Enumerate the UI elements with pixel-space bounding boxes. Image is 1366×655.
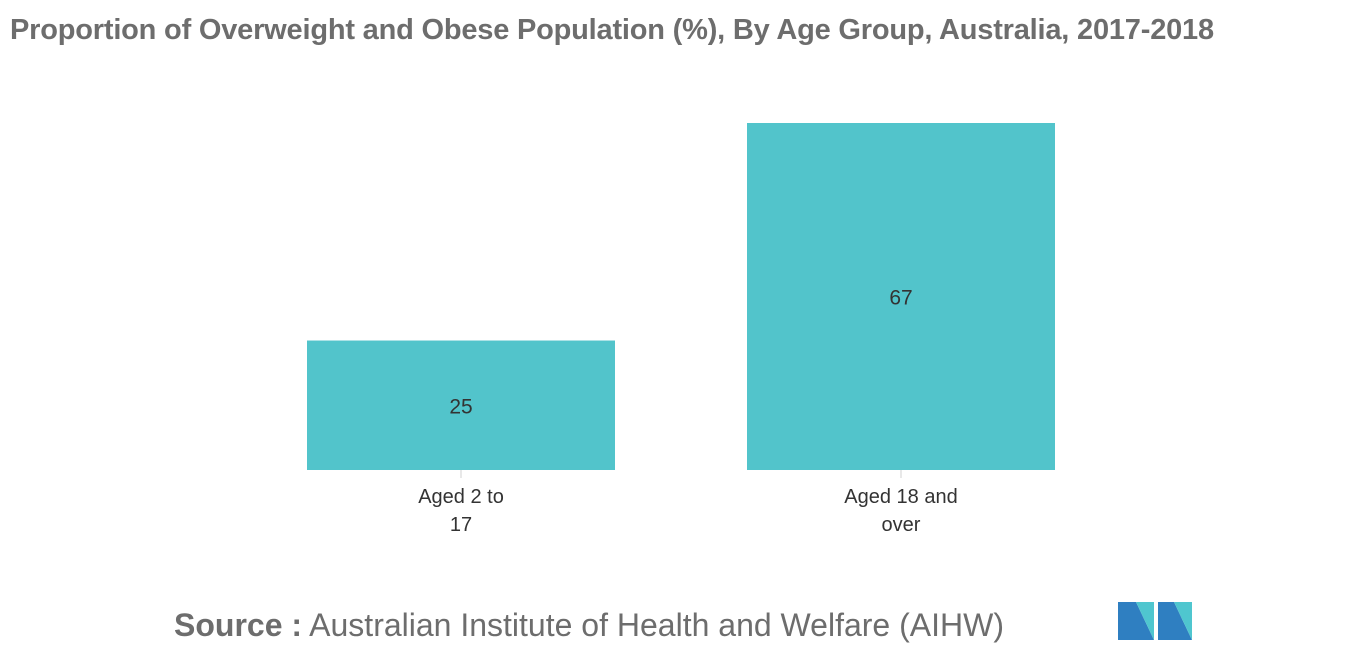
- chart-title: Proportion of Overweight and Obese Popul…: [10, 14, 1214, 46]
- source-text: Australian Institute of Health and Welfa…: [309, 607, 1004, 643]
- x-tick-label-2-line-1: Aged 18 and: [844, 486, 957, 508]
- x-tick-label-1-line-1: Aged 2 to: [418, 486, 504, 508]
- mordor-intelligence-logo-icon: [1118, 602, 1192, 640]
- bar-2: [747, 123, 1055, 470]
- x-tick-label-2-line-2: over: [882, 514, 921, 536]
- bar-1: [307, 340, 615, 470]
- data-label-1: 25: [449, 395, 472, 418]
- source-line: Source : Australian Institute of Health …: [174, 607, 1004, 644]
- data-label-2: 67: [889, 287, 912, 310]
- source-label: Source :: [174, 607, 303, 643]
- x-tick-label-1-line-2: 17: [450, 514, 472, 536]
